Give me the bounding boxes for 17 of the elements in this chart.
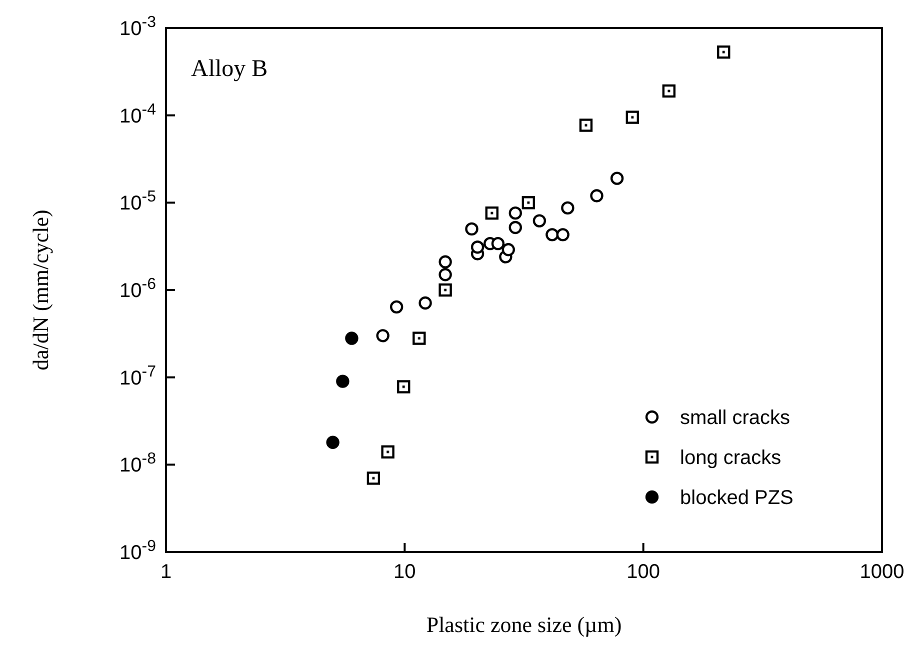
y-tick-label: 10$^{-6}$ — [120, 276, 156, 302]
legend-label: long cracks — [680, 447, 782, 469]
y-tick-label: 10$^{-5}$ — [120, 188, 156, 215]
x-tick-label: 1000 — [860, 561, 904, 583]
annotation: Alloy B — [191, 56, 268, 82]
legend-label: small cracks — [680, 407, 790, 429]
x-tick-label: 10 — [394, 561, 416, 583]
y-tick-label: 10$^{-7}$ — [120, 362, 156, 390]
y-tick-label: 10$^{-9}$ — [120, 538, 156, 564]
x-tick-label: 1 — [160, 561, 172, 583]
y-tick-label: 10$^{-4}$ — [120, 100, 156, 128]
y-axis-title: da/dN (mm/cycle) — [28, 210, 53, 370]
y-tick-label: 10$^{-8}$ — [120, 450, 156, 477]
x-tick-label: 100 — [626, 561, 660, 583]
legend-label: blocked PZS — [680, 487, 794, 509]
y-tick-label: 10$^{-3}$ — [120, 14, 156, 40]
x-axis-title: Plastic zone size (µm) — [426, 612, 622, 637]
